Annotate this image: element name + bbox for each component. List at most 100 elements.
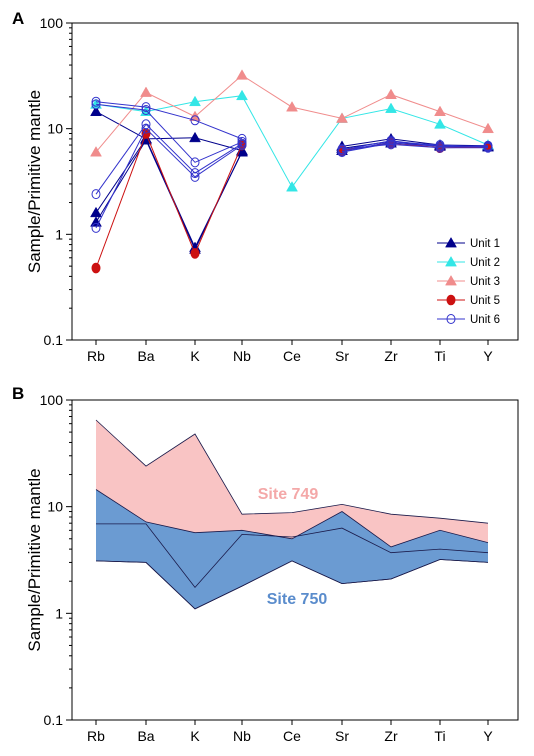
x-tick-label: Nb bbox=[233, 348, 251, 364]
y-tick-label: 0.1 bbox=[44, 332, 64, 348]
series-line bbox=[341, 140, 488, 151]
triangle-marker bbox=[434, 118, 446, 129]
triangle-marker bbox=[189, 95, 201, 107]
open-circle-marker bbox=[190, 115, 200, 126]
series-unit-1 bbox=[90, 105, 494, 254]
series-line bbox=[95, 137, 243, 249]
y-tick-label: 1 bbox=[55, 605, 63, 621]
x-tick-label: Ti bbox=[434, 348, 445, 364]
x-tick-label: Zr bbox=[384, 348, 398, 364]
panel-a-chart: 0.1 1 10 100 Rb Ba K Nb Ce Sr Zr Ti Y Sample/Primitiv… bbox=[25, 15, 519, 364]
y-tick-label: 10 bbox=[47, 121, 63, 137]
x-tick-label: Ba bbox=[137, 348, 154, 364]
open-circle-marker bbox=[237, 140, 247, 151]
series-unit-3 bbox=[90, 69, 494, 157]
y-tick-label: 0.1 bbox=[44, 712, 64, 728]
x-tick-label: Nb bbox=[233, 728, 251, 744]
open-circle-marker bbox=[483, 142, 493, 153]
circle-marker bbox=[446, 294, 456, 306]
triangle-marker bbox=[434, 105, 446, 116]
legend-label: Unit 5 bbox=[470, 295, 500, 307]
site-750-inner-line bbox=[96, 523, 489, 589]
triangle-marker bbox=[236, 89, 248, 101]
series-line bbox=[95, 123, 243, 195]
open-circle-marker bbox=[141, 105, 151, 116]
site-749-label: Site 749 bbox=[258, 486, 319, 503]
series-unit-5 bbox=[91, 128, 493, 274]
x-tick-label: Zr bbox=[384, 728, 398, 744]
x-tick-label: Ce bbox=[283, 728, 301, 744]
triangle-marker bbox=[385, 88, 397, 99]
triangle-marker bbox=[482, 122, 494, 134]
y-tick-label: 100 bbox=[40, 15, 64, 31]
legend-item: Unit 1 bbox=[437, 236, 500, 250]
y-axis-label: Sample/Primitive mantle bbox=[25, 90, 44, 273]
open-circle-marker bbox=[91, 189, 101, 200]
open-circle-marker bbox=[91, 222, 101, 233]
open-circle-marker bbox=[190, 157, 200, 168]
legend-item: Unit 5 bbox=[437, 294, 500, 307]
triangle-marker bbox=[90, 216, 102, 227]
legend-item: Unit 2 bbox=[437, 255, 500, 269]
triangle-marker bbox=[140, 86, 152, 97]
open-circle-marker bbox=[91, 96, 101, 107]
area-site-749 bbox=[96, 420, 488, 609]
series-line bbox=[95, 111, 243, 152]
open-circle-marker bbox=[141, 123, 151, 134]
panel-letter-b: B bbox=[12, 384, 24, 403]
y-axis-label: Sample/Primitive mantle bbox=[25, 468, 44, 651]
x-tick-label: Ce bbox=[283, 348, 301, 364]
plot-frame bbox=[71, 22, 519, 341]
x-tick-label: Rb bbox=[87, 348, 105, 364]
site-750-lower-line bbox=[95, 559, 489, 610]
triangle-marker bbox=[385, 102, 397, 113]
legend: Unit 1 Unit 2 Unit 3 Unit 5 Unit 6 bbox=[437, 236, 500, 326]
legend-label: Unit 6 bbox=[470, 314, 500, 326]
panel-b-chart: 0.1 1 10 100 Rb Ba K Nb Ce Sr Zr Ti Y Sample/Primitiv… bbox=[25, 392, 519, 744]
triangle-marker bbox=[336, 112, 348, 123]
y-tick-label: 10 bbox=[47, 499, 63, 515]
triangle-marker bbox=[286, 101, 298, 112]
triangle-marker bbox=[90, 105, 102, 116]
open-circle-marker bbox=[337, 144, 347, 155]
triangle-marker bbox=[286, 181, 298, 192]
x-tick-label: Ti bbox=[434, 728, 445, 744]
open-circle-marker bbox=[91, 99, 101, 110]
site-749-upper-line bbox=[95, 419, 489, 524]
plot-frame bbox=[71, 399, 519, 721]
legend-label: Unit 1 bbox=[470, 238, 500, 250]
series-line bbox=[341, 143, 488, 150]
x-tick-label: Y bbox=[483, 348, 493, 364]
circle-marker bbox=[91, 262, 101, 274]
legend-label: Unit 3 bbox=[470, 276, 500, 288]
legend-item: Unit 6 bbox=[437, 314, 500, 326]
series-line bbox=[95, 74, 489, 153]
site-750-upper-line bbox=[95, 489, 489, 548]
x-tick-label: Ba bbox=[137, 728, 154, 744]
triangle-marker bbox=[445, 236, 457, 248]
circle-marker bbox=[190, 248, 200, 259]
triangle-marker bbox=[236, 69, 248, 80]
site-750-label: Site 750 bbox=[267, 591, 328, 608]
x-tick-label: K bbox=[190, 348, 200, 364]
x-tick-label: Rb bbox=[87, 728, 105, 744]
x-tick-label: Sr bbox=[335, 728, 349, 744]
series-line bbox=[95, 103, 243, 163]
open-circle-marker bbox=[435, 142, 445, 153]
x-tick-label: Y bbox=[483, 728, 493, 744]
open-circle-marker bbox=[386, 139, 396, 150]
open-circle-marker bbox=[446, 314, 456, 324]
series-line bbox=[95, 127, 243, 229]
triangle-marker bbox=[90, 146, 102, 157]
open-circle-marker bbox=[141, 102, 151, 113]
triangle-marker bbox=[445, 255, 457, 267]
open-circle-marker bbox=[237, 133, 247, 144]
series-line bbox=[95, 132, 243, 269]
legend-item: Unit 3 bbox=[437, 274, 500, 288]
series-line bbox=[95, 101, 243, 140]
x-tick-label: Sr bbox=[335, 348, 349, 364]
open-circle-marker bbox=[190, 171, 200, 182]
area-layer bbox=[95, 419, 489, 610]
y-tick-label: 1 bbox=[55, 226, 63, 242]
